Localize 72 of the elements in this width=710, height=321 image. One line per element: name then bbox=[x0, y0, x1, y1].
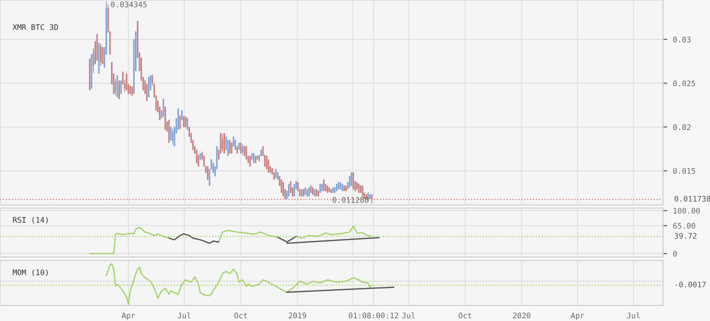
candlestick bbox=[268, 159, 270, 173]
candlestick bbox=[227, 140, 229, 156]
candlestick bbox=[196, 150, 198, 164]
candlestick bbox=[334, 187, 336, 193]
candlestick bbox=[356, 182, 358, 190]
candlestick bbox=[343, 186, 345, 192]
candlestick bbox=[330, 189, 332, 193]
candlestick bbox=[319, 184, 321, 193]
candlestick bbox=[186, 118, 188, 130]
candlestick bbox=[126, 73, 128, 90]
candlestick bbox=[234, 140, 236, 150]
candlestick bbox=[222, 134, 224, 152]
candlestick bbox=[266, 156, 268, 170]
candlestick bbox=[302, 189, 304, 196]
candlestick bbox=[308, 187, 310, 196]
candlestick bbox=[200, 153, 202, 160]
candlestick bbox=[230, 142, 232, 154]
candlestick bbox=[328, 187, 330, 192]
candlestick bbox=[275, 168, 277, 178]
candlestick bbox=[348, 176, 350, 188]
candlestick bbox=[290, 181, 292, 193]
candlestick bbox=[316, 189, 318, 196]
candlestick bbox=[304, 187, 306, 195]
candlestick bbox=[352, 172, 354, 190]
candlestick bbox=[148, 76, 150, 98]
candlestick bbox=[345, 186, 347, 192]
candlestick bbox=[168, 120, 170, 144]
candlestick bbox=[340, 182, 342, 190]
candlestick bbox=[114, 78, 116, 96]
candlestick bbox=[280, 179, 282, 193]
candlestick bbox=[244, 146, 246, 156]
candlestick bbox=[96, 34, 98, 61]
candlestick bbox=[162, 98, 164, 117]
candlestick bbox=[238, 142, 240, 150]
candlestick bbox=[249, 156, 251, 167]
candlestick bbox=[326, 186, 328, 193]
candlestick bbox=[102, 47, 104, 64]
candlestick bbox=[321, 184, 323, 192]
candlestick bbox=[310, 186, 312, 193]
candlestick bbox=[120, 80, 122, 94]
candlestick bbox=[181, 110, 183, 120]
candlestick bbox=[246, 146, 248, 160]
candlestick bbox=[300, 189, 302, 196]
candlestick bbox=[362, 186, 364, 196]
candlestick bbox=[294, 184, 296, 196]
candlestick bbox=[369, 194, 371, 200]
candlestick bbox=[98, 42, 100, 74]
candlestick bbox=[360, 186, 362, 193]
candlestick bbox=[184, 116, 186, 128]
candlestick bbox=[146, 84, 148, 101]
candlestick bbox=[229, 140, 231, 154]
candlestick bbox=[232, 136, 234, 147]
candlestick bbox=[206, 166, 208, 180]
candlestick bbox=[314, 189, 316, 196]
candlestick bbox=[172, 128, 174, 145]
candlestick bbox=[338, 182, 340, 190]
candlestick bbox=[324, 184, 326, 192]
candlestick bbox=[179, 115, 181, 129]
candlestick bbox=[256, 156, 258, 160]
candlestick bbox=[273, 172, 275, 180]
candlestick bbox=[240, 142, 242, 154]
candlestick bbox=[177, 108, 179, 130]
candlestick bbox=[254, 156, 256, 164]
candlestick bbox=[323, 179, 325, 192]
candlestick bbox=[116, 75, 118, 98]
candlestick bbox=[350, 172, 352, 186]
candlestick bbox=[358, 184, 360, 193]
candlestick bbox=[332, 187, 334, 193]
candlestick bbox=[251, 153, 253, 160]
candlestick bbox=[367, 192, 369, 201]
candlestick bbox=[236, 146, 238, 154]
candlestick bbox=[131, 86, 133, 96]
